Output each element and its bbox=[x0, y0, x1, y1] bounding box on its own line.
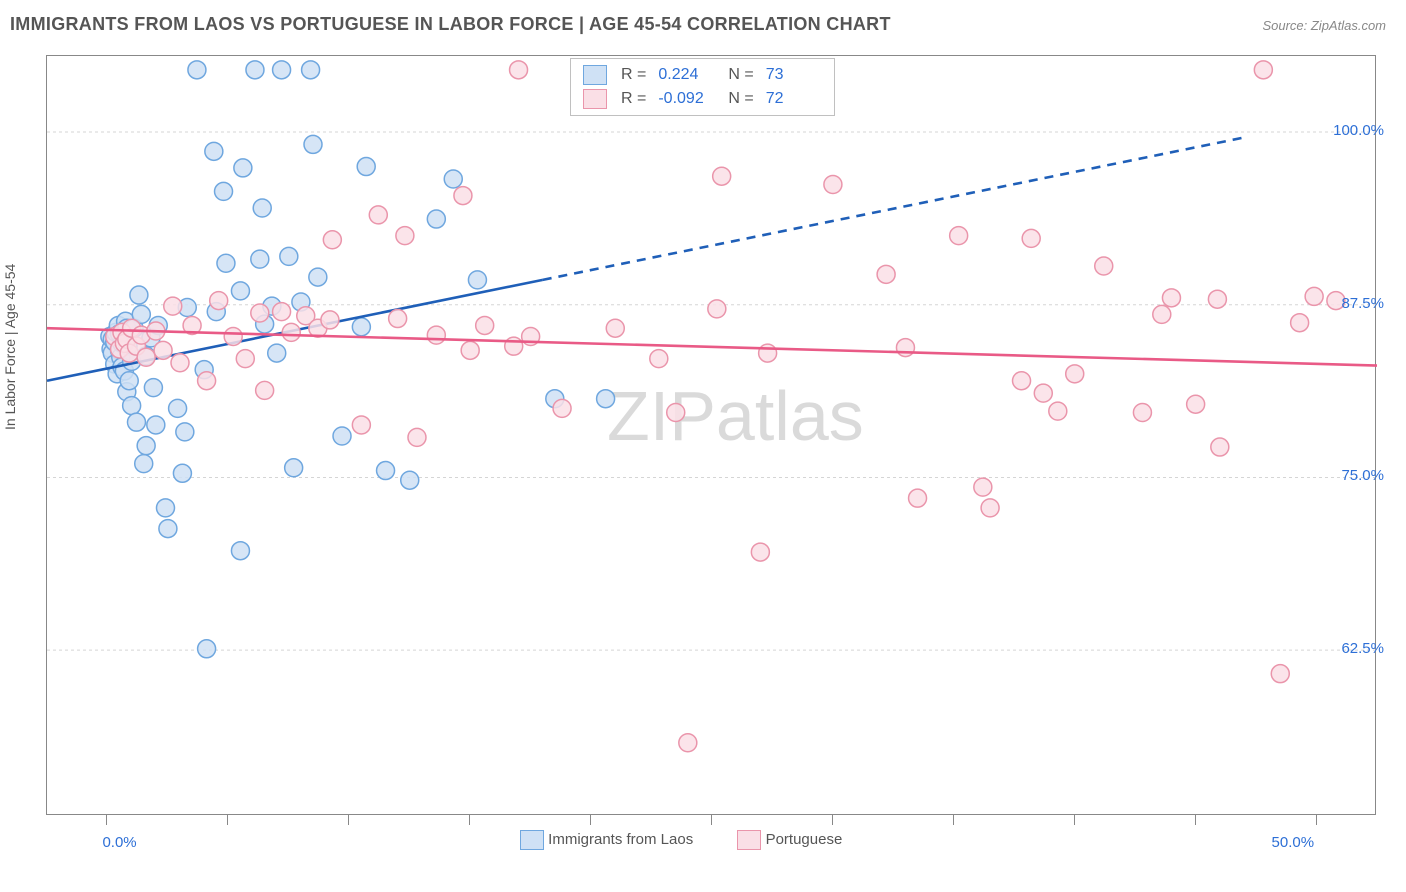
n-value-portuguese: 72 bbox=[766, 90, 822, 108]
plot-area: ZIPatlas bbox=[46, 55, 1376, 815]
x-tick bbox=[711, 815, 712, 825]
y-axis-label: In Labor Force | Age 45-54 bbox=[2, 264, 18, 430]
x-tick bbox=[106, 815, 107, 825]
r-value-portuguese: -0.092 bbox=[658, 90, 714, 108]
x-tick bbox=[1316, 815, 1317, 825]
swatch-portuguese bbox=[737, 830, 761, 850]
y-tick-label: 87.5% bbox=[1341, 295, 1384, 312]
x-tick bbox=[348, 815, 349, 825]
correlation-legend: R = 0.224 N = 73 R = -0.092 N = 72 bbox=[570, 58, 835, 116]
legend-label: Immigrants from Laos bbox=[548, 831, 693, 848]
x-tick bbox=[590, 815, 591, 825]
r-value-laos: 0.224 bbox=[658, 66, 714, 84]
x-tick bbox=[953, 815, 954, 825]
swatch-portuguese bbox=[583, 89, 607, 109]
legend-row-laos: R = 0.224 N = 73 bbox=[583, 63, 822, 87]
x-tick bbox=[1195, 815, 1196, 825]
n-label: N = bbox=[728, 90, 753, 108]
x-tick-label: 0.0% bbox=[102, 834, 136, 851]
chart-svg bbox=[47, 56, 1375, 814]
chart-title: IMMIGRANTS FROM LAOS VS PORTUGUESE IN LA… bbox=[10, 14, 891, 35]
legend-label: Portuguese bbox=[766, 831, 843, 848]
x-tick bbox=[832, 815, 833, 825]
y-tick-label: 75.0% bbox=[1341, 467, 1384, 484]
series-legend: Immigrants from Laos Portuguese bbox=[520, 830, 882, 850]
r-label: R = bbox=[621, 66, 646, 84]
legend-row-portuguese: R = -0.092 N = 72 bbox=[583, 87, 822, 111]
n-label: N = bbox=[728, 66, 753, 84]
legend-item-laos: Immigrants from Laos bbox=[520, 831, 697, 848]
swatch-laos bbox=[583, 65, 607, 85]
legend-item-portuguese: Portuguese bbox=[737, 831, 842, 848]
y-tick-label: 62.5% bbox=[1341, 640, 1384, 657]
y-tick-label: 100.0% bbox=[1333, 122, 1384, 139]
x-tick bbox=[1074, 815, 1075, 825]
n-value-laos: 73 bbox=[766, 66, 822, 84]
x-tick bbox=[469, 815, 470, 825]
x-tick bbox=[227, 815, 228, 825]
x-tick-label: 50.0% bbox=[1272, 834, 1315, 851]
swatch-laos bbox=[520, 830, 544, 850]
r-label: R = bbox=[621, 90, 646, 108]
source-attribution: Source: ZipAtlas.com bbox=[1262, 18, 1386, 33]
